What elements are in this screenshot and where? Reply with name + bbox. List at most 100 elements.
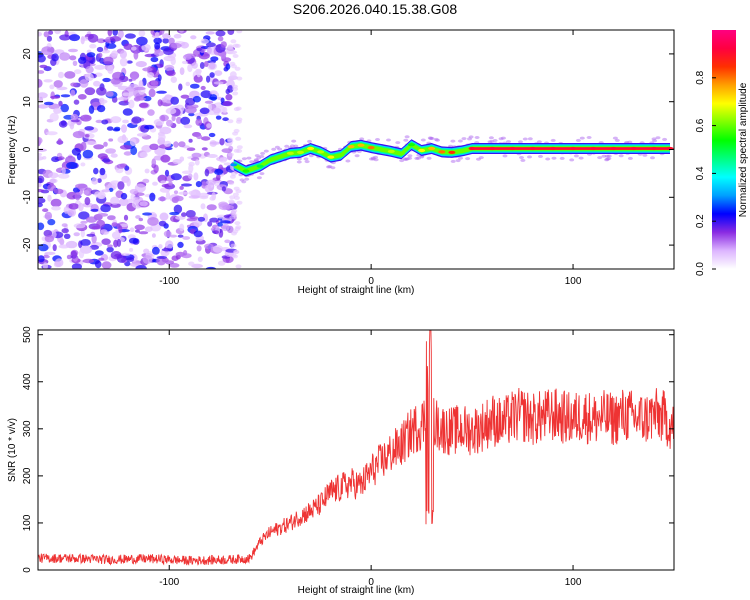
- ridge-halo: [573, 154, 579, 158]
- noise-speckle: [107, 215, 116, 221]
- noise-speckle: [88, 105, 95, 114]
- noise-speckle: [109, 36, 122, 42]
- noise-speckle: [83, 190, 90, 195]
- noise-speckle: [179, 67, 185, 75]
- ridge-halo: [277, 147, 283, 151]
- ridge-point: [397, 152, 405, 156]
- ridge-halo: [395, 141, 401, 145]
- ridge-point: [448, 150, 456, 154]
- noise-speckle: [69, 34, 80, 42]
- noise-speckle: [114, 126, 121, 131]
- noise-speckle: [150, 80, 159, 86]
- noise-speckle: [204, 184, 212, 193]
- ridge-halo: [254, 154, 260, 158]
- ridge-halo: [488, 136, 494, 140]
- noise-speckle: [228, 181, 235, 186]
- noise-speckle: [203, 61, 209, 67]
- noise-speckle: [38, 104, 49, 109]
- noise-speckle: [77, 94, 87, 100]
- noise-speckle: [142, 255, 153, 264]
- ridge-point: [438, 150, 446, 154]
- noise-speckle: [164, 64, 175, 72]
- ridge-halo: [520, 158, 526, 162]
- noise-speckle: [57, 173, 70, 179]
- noise-speckle: [122, 92, 131, 97]
- noise-speckle: [229, 174, 236, 179]
- noise-speckle: [235, 136, 242, 141]
- noise-speckle: [170, 57, 176, 66]
- noise-speckle: [154, 42, 161, 50]
- noise-speckle: [57, 138, 62, 145]
- noise-speckle: [176, 116, 182, 124]
- noise-speckle: [117, 30, 124, 39]
- noise-speckle: [177, 234, 184, 238]
- ridge-halo: [458, 156, 463, 160]
- noise-speckle: [47, 184, 57, 192]
- noise-speckle: [74, 191, 81, 201]
- noise-speckle: [158, 133, 166, 141]
- ridge-halo: [455, 159, 461, 163]
- noise-speckle: [199, 107, 210, 115]
- ridge-halo: [489, 140, 495, 143]
- noise-speckle: [196, 134, 203, 140]
- noise-speckle: [180, 116, 191, 125]
- noise-speckle: [200, 90, 212, 99]
- noise-speckle: [98, 257, 105, 261]
- noise-speckle: [135, 265, 147, 269]
- noise-speckle: [233, 128, 240, 133]
- spectrogram-x-tick-label: 0: [368, 276, 374, 287]
- snr-x-tick-label: 100: [565, 577, 582, 588]
- noise-speckle: [80, 229, 86, 238]
- noise-speckle: [219, 157, 228, 163]
- noise-speckle: [43, 254, 50, 259]
- ridge-halo: [304, 160, 310, 164]
- noise-speckle: [169, 211, 180, 216]
- ridge-halo: [586, 136, 592, 139]
- noise-speckle: [89, 244, 100, 250]
- snr-x-tick-label: -100: [159, 577, 179, 588]
- snr-x-tick-label: 0: [368, 577, 374, 588]
- ridge-point: [367, 146, 375, 150]
- noise-speckle: [199, 62, 205, 69]
- noise-speckle: [236, 149, 243, 153]
- ridge-point: [256, 164, 264, 168]
- ridge-halo: [414, 156, 420, 160]
- noise-speckle: [85, 141, 97, 145]
- noise-speckle: [94, 250, 104, 256]
- noise-speckle: [84, 73, 94, 81]
- noise-speckle: [64, 71, 76, 79]
- ridge-point: [317, 150, 325, 154]
- noise-speckle: [46, 35, 53, 42]
- ridge-halo: [597, 156, 603, 160]
- noise-speckle: [215, 30, 226, 37]
- ridge-halo: [527, 155, 532, 159]
- noise-speckle: [102, 77, 111, 83]
- ridge-point: [458, 149, 466, 153]
- noise-speckle: [101, 49, 110, 54]
- noise-speckle: [198, 192, 209, 198]
- noise-speckle: [67, 210, 75, 216]
- ridge-halo: [465, 157, 471, 161]
- noise-speckle: [185, 81, 191, 87]
- ridge-halo: [307, 139, 312, 143]
- noise-speckle: [158, 30, 165, 35]
- noise-speckle: [61, 223, 68, 228]
- noise-speckle: [233, 195, 240, 200]
- ridge-halo: [506, 140, 511, 144]
- snr-y-tick-label: 0: [22, 567, 33, 573]
- noise-speckle: [236, 30, 243, 34]
- noise-speckle: [233, 250, 240, 254]
- noise-speckle: [142, 67, 153, 72]
- noise-speckle: [129, 138, 137, 147]
- noise-speckle: [38, 54, 46, 63]
- noise-speckle: [225, 88, 231, 95]
- spectrogram-y-tick-label: 0: [22, 146, 33, 152]
- noise-speckle: [118, 75, 129, 83]
- noise-speckle: [165, 107, 177, 115]
- noise-speckle: [119, 50, 127, 59]
- noise-speckle: [54, 30, 61, 35]
- ridge-point: [307, 146, 315, 151]
- snr-y-tick-label: 500: [22, 326, 33, 343]
- noise-speckle: [186, 147, 196, 151]
- snr-y-label: SNR (10 * v/v): [7, 418, 18, 482]
